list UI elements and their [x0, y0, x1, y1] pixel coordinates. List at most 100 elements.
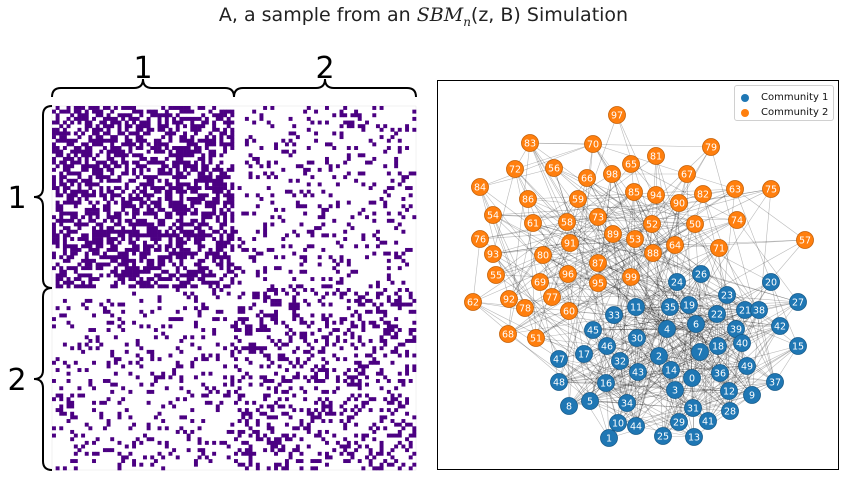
matrix-cell — [186, 171, 191, 176]
matrix-cell — [84, 368, 89, 373]
matrix-cell — [132, 273, 137, 278]
matrix-cell — [223, 186, 228, 191]
matrix-cell — [212, 451, 217, 456]
matrix-cell — [346, 288, 351, 292]
matrix-cell — [121, 200, 126, 205]
matrix-cell — [230, 342, 235, 347]
matrix-cell — [397, 288, 402, 292]
matrix-cell — [157, 255, 162, 260]
matrix-cell — [110, 138, 115, 143]
matrix-cell — [168, 353, 173, 358]
matrix-cell — [186, 433, 191, 438]
matrix-cell — [263, 328, 268, 332]
graph-edge — [551, 114, 618, 298]
matrix-cell — [390, 328, 395, 332]
matrix-cell — [84, 255, 89, 260]
matrix-cell — [168, 317, 173, 322]
matrix-cell — [212, 255, 217, 260]
matrix-cell — [219, 175, 224, 180]
graph-node-circle — [796, 231, 814, 249]
matrix-cell — [110, 240, 115, 245]
matrix-cell — [55, 233, 60, 238]
matrix-cell — [95, 109, 100, 114]
matrix-cell — [335, 357, 340, 362]
matrix-cell — [368, 309, 373, 314]
matrix-cell — [219, 222, 224, 227]
graph-edge — [568, 223, 696, 407]
graph-node: 76 — [471, 230, 489, 248]
matrix-cell — [135, 233, 140, 238]
matrix-cell — [193, 240, 198, 245]
matrix-cell — [354, 440, 359, 445]
left-brace-1 — [33, 105, 53, 289]
graph-edge — [674, 389, 731, 412]
matrix-cell — [314, 131, 319, 136]
matrix-cell — [405, 349, 410, 354]
matrix-cell — [132, 160, 137, 165]
matrix-cell — [234, 437, 238, 442]
matrix-cell — [59, 255, 64, 260]
matrix-cell — [357, 298, 362, 303]
graph-node: 74 — [728, 211, 746, 229]
matrix-cell — [365, 433, 369, 438]
matrix-cell — [234, 400, 238, 405]
matrix-cell — [193, 160, 198, 165]
matrix-cell — [343, 237, 348, 241]
matrix-cell — [70, 437, 75, 442]
matrix-cell — [295, 459, 300, 464]
graph-node: 48 — [550, 373, 568, 391]
graph-edge — [597, 219, 738, 284]
matrix-cell — [394, 459, 399, 464]
graph-edge — [674, 389, 753, 396]
matrix-cell — [295, 313, 300, 318]
matrix-cell — [284, 397, 289, 402]
matrix-cell — [244, 346, 249, 351]
matrix-cell — [164, 116, 169, 121]
matrix-cell — [128, 233, 133, 238]
matrix-cell — [110, 382, 115, 387]
matrix-cell — [164, 211, 169, 216]
matrix-cells — [52, 106, 417, 471]
matrix-cell — [397, 266, 402, 271]
matrix-cell — [354, 368, 359, 373]
graph-edge — [719, 309, 746, 374]
graph-edge — [532, 222, 702, 275]
graph-node-circle — [550, 373, 568, 391]
matrix-cell — [139, 251, 144, 256]
matrix-cell — [361, 433, 366, 438]
matrix-cell — [73, 459, 78, 464]
matrix-cell — [62, 167, 67, 172]
matrix-cell — [394, 131, 399, 136]
matrix-cell — [197, 193, 202, 198]
matrix-cell — [212, 189, 217, 194]
matrix-cell — [135, 135, 140, 140]
matrix-cell — [295, 360, 300, 365]
matrix-cell — [106, 419, 111, 423]
graph-node-circle — [589, 274, 607, 292]
matrix-cell — [135, 269, 140, 274]
graph-edge — [597, 216, 632, 278]
matrix-cell — [172, 106, 177, 110]
graph-edge — [635, 273, 702, 308]
graph-edge — [630, 146, 712, 278]
graph-node-circle — [628, 329, 646, 347]
graph-node-circle — [598, 337, 616, 355]
matrix-cell — [219, 440, 224, 445]
graph-node-label: 10 — [612, 419, 624, 430]
matrix-cell — [303, 298, 308, 303]
graph-edge — [635, 173, 688, 427]
matrix-cell — [368, 360, 373, 365]
matrix-cell — [128, 197, 133, 201]
matrix-cell — [70, 429, 75, 434]
matrix-cell — [328, 404, 333, 409]
matrix-cell — [190, 429, 195, 434]
graph-edge — [611, 173, 672, 371]
graph-node-circle — [471, 178, 489, 196]
matrix-cell — [106, 360, 111, 365]
matrix-cell — [62, 131, 67, 136]
graph-edge — [635, 306, 781, 327]
matrix-cell — [368, 138, 373, 143]
matrix-cell — [357, 295, 362, 300]
matrix-cell — [270, 124, 275, 129]
graph-node-circle — [534, 246, 552, 264]
